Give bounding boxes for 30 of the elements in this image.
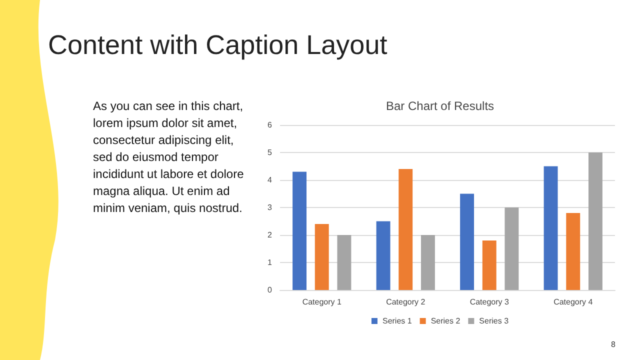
legend-label: Series 3 (479, 316, 510, 326)
legend-label: Series 1 (382, 316, 412, 326)
y-tick-label: 6 (268, 120, 273, 130)
bar (420, 235, 435, 290)
bar (504, 208, 519, 290)
text: 8 (611, 340, 616, 349)
y-tick-label: 3 (268, 203, 273, 212)
text: Content with Caption Layout (48, 30, 388, 61)
y-tick-label: 5 (268, 148, 273, 157)
bar (337, 235, 352, 290)
bar (566, 213, 580, 290)
y-tick-label: 0 (268, 286, 273, 294)
bar (314, 224, 329, 290)
x-tick-label: Category 1 (302, 298, 342, 306)
bar (482, 240, 496, 290)
x-tick-label: Category 3 (470, 298, 510, 306)
chart-title: Bar Chart of Results (386, 99, 494, 113)
text: As you can see in this chart, lorem ipsum dolor sit amet, consectetur adipiscing elit, sed do eiusmod tempor incididunt ut labore et dolore magna aliqua. Ut enim ad minim veniam, quis nostrud. (93, 98, 245, 217)
bar (588, 152, 602, 290)
bar (544, 166, 558, 290)
x-tick-label: Category 4 (554, 298, 594, 306)
bar (398, 169, 413, 290)
x-tick-label: Category 2 (386, 298, 426, 306)
y-tick-label: 4 (268, 176, 273, 184)
bar (376, 221, 390, 290)
bar (460, 194, 474, 290)
legend-label: Series 2 (430, 316, 461, 326)
y-tick-label: 2 (268, 230, 273, 240)
y-tick-label: 1 (268, 258, 273, 267)
bar (292, 172, 307, 290)
